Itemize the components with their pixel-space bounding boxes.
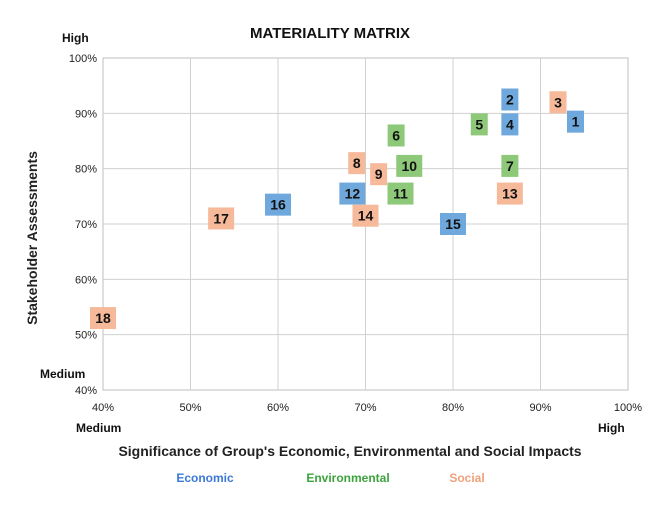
data-point-9: 9 xyxy=(370,163,388,186)
y-tick-label: 40% xyxy=(75,385,97,397)
data-point-marker xyxy=(370,163,388,186)
data-point-13: 13 xyxy=(496,182,523,205)
x-tick-label: 60% xyxy=(267,402,289,414)
y-tick-labels: 40% 50% 60% 70% 80% 90% 100% xyxy=(69,53,97,397)
x-tick-label: 70% xyxy=(354,402,376,414)
data-point-marker xyxy=(501,154,519,177)
x-tick-label: 80% xyxy=(442,402,464,414)
data-point-label: 7 xyxy=(506,158,514,174)
legend-item-economic: Economic xyxy=(176,471,234,485)
x-axis-title: Significance of Group's Economic, Enviro… xyxy=(118,443,581,459)
y-tick-label: 80% xyxy=(75,164,97,176)
data-point-marker xyxy=(501,88,519,111)
data-point-8: 8 xyxy=(348,152,366,175)
x-tick-label: 50% xyxy=(179,402,201,414)
data-point-label: 1 xyxy=(572,114,580,130)
data-point-label: 8 xyxy=(353,155,361,171)
data-point-marker xyxy=(496,182,523,205)
data-point-label: 18 xyxy=(95,310,111,326)
data-point-2: 2 xyxy=(501,88,519,111)
x-tick-label: 90% xyxy=(529,402,551,414)
data-point-label: 2 xyxy=(506,92,514,108)
data-point-7: 7 xyxy=(501,154,519,177)
data-point-14: 14 xyxy=(352,204,379,227)
data-point-label: 11 xyxy=(393,186,408,202)
legend-item-social: Social xyxy=(449,471,484,485)
y-tick-label: 60% xyxy=(75,274,97,286)
data-point-marker xyxy=(387,182,414,205)
legend: Economic Environmental Social xyxy=(176,471,484,485)
data-point-marker xyxy=(440,213,466,235)
data-point-label: 17 xyxy=(213,210,229,226)
y-tick-label: 100% xyxy=(69,53,97,65)
x-medium-label: Medium xyxy=(76,421,121,435)
data-point-label: 14 xyxy=(358,208,374,224)
data-point-marker xyxy=(396,154,423,177)
data-point-16: 16 xyxy=(265,193,291,216)
x-high-label: High xyxy=(598,421,625,435)
data-point-label: 6 xyxy=(392,127,400,143)
data-point-marker xyxy=(339,182,366,205)
data-point-label: 13 xyxy=(502,186,518,202)
x-tick-label: 40% xyxy=(92,402,114,414)
data-point-marker xyxy=(470,113,488,136)
data-point-10: 10 xyxy=(396,154,423,177)
data-point-1: 1 xyxy=(567,110,584,133)
data-point-marker xyxy=(352,204,379,227)
data-point-label: 4 xyxy=(506,116,514,132)
y-tick-label: 50% xyxy=(75,330,97,342)
data-point-label: 10 xyxy=(401,158,417,174)
data-point-marker xyxy=(208,207,235,230)
data-point-12: 12 xyxy=(339,182,366,205)
y-medium-label: Medium xyxy=(40,367,85,381)
y-tick-label: 90% xyxy=(75,108,97,120)
data-point-label: 9 xyxy=(375,166,383,182)
x-tick-label: 100% xyxy=(614,402,642,414)
chart-title: MATERIALITY MATRIX xyxy=(250,25,410,42)
data-point-15: 15 xyxy=(440,213,466,235)
data-point-4: 4 xyxy=(501,113,519,136)
data-point-3: 3 xyxy=(549,91,567,114)
data-point-label: 3 xyxy=(554,94,562,110)
data-point-17: 17 xyxy=(208,207,235,230)
data-point-marker xyxy=(387,124,405,147)
data-point-18: 18 xyxy=(90,307,116,330)
data-point-label: 5 xyxy=(475,116,483,132)
data-point-marker xyxy=(348,152,366,175)
data-point-11: 11 xyxy=(387,182,414,205)
data-point-marker xyxy=(567,110,584,133)
data-point-label: 15 xyxy=(445,216,461,232)
data-point-marker xyxy=(90,307,116,330)
y-tick-label: 70% xyxy=(75,219,97,231)
data-point-marker xyxy=(501,113,519,136)
data-point-marker xyxy=(549,91,567,114)
x-tick-labels: 40% 50% 60% 70% 80% 90% 100% xyxy=(92,402,642,414)
legend-item-environmental: Environmental xyxy=(306,471,389,485)
data-point-5: 5 xyxy=(470,113,488,136)
data-point-6: 6 xyxy=(387,124,405,147)
data-point-marker xyxy=(265,193,291,216)
data-point-label: 12 xyxy=(345,186,361,202)
data-point-label: 16 xyxy=(270,197,286,213)
y-high-label: High xyxy=(62,31,89,45)
y-axis-title: Stakeholder Assessments xyxy=(24,151,40,325)
